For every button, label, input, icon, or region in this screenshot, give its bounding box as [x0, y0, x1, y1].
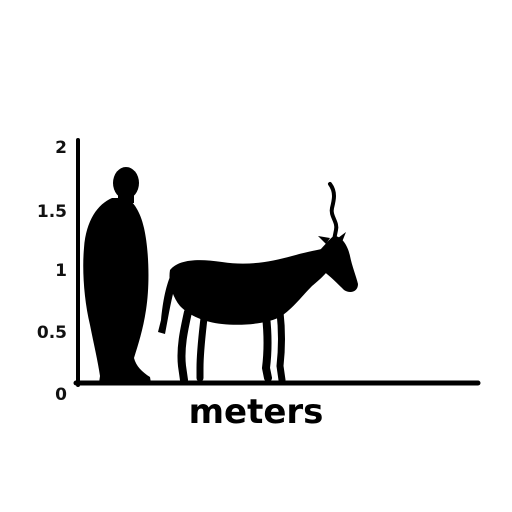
- unit-label: meters: [189, 392, 324, 432]
- tick-label-1-5: 1.5: [37, 202, 67, 222]
- tick-label-2: 2: [55, 138, 67, 158]
- tick-label-0-5: 0.5: [37, 323, 67, 343]
- antelope-silhouette-icon: [158, 182, 358, 384]
- tick-label-0: 0: [55, 385, 67, 405]
- tick-label-1: 1: [55, 261, 67, 281]
- tick-labels: 2 1.5 1 0.5 0: [37, 138, 67, 405]
- human-silhouette-icon: [83, 167, 151, 383]
